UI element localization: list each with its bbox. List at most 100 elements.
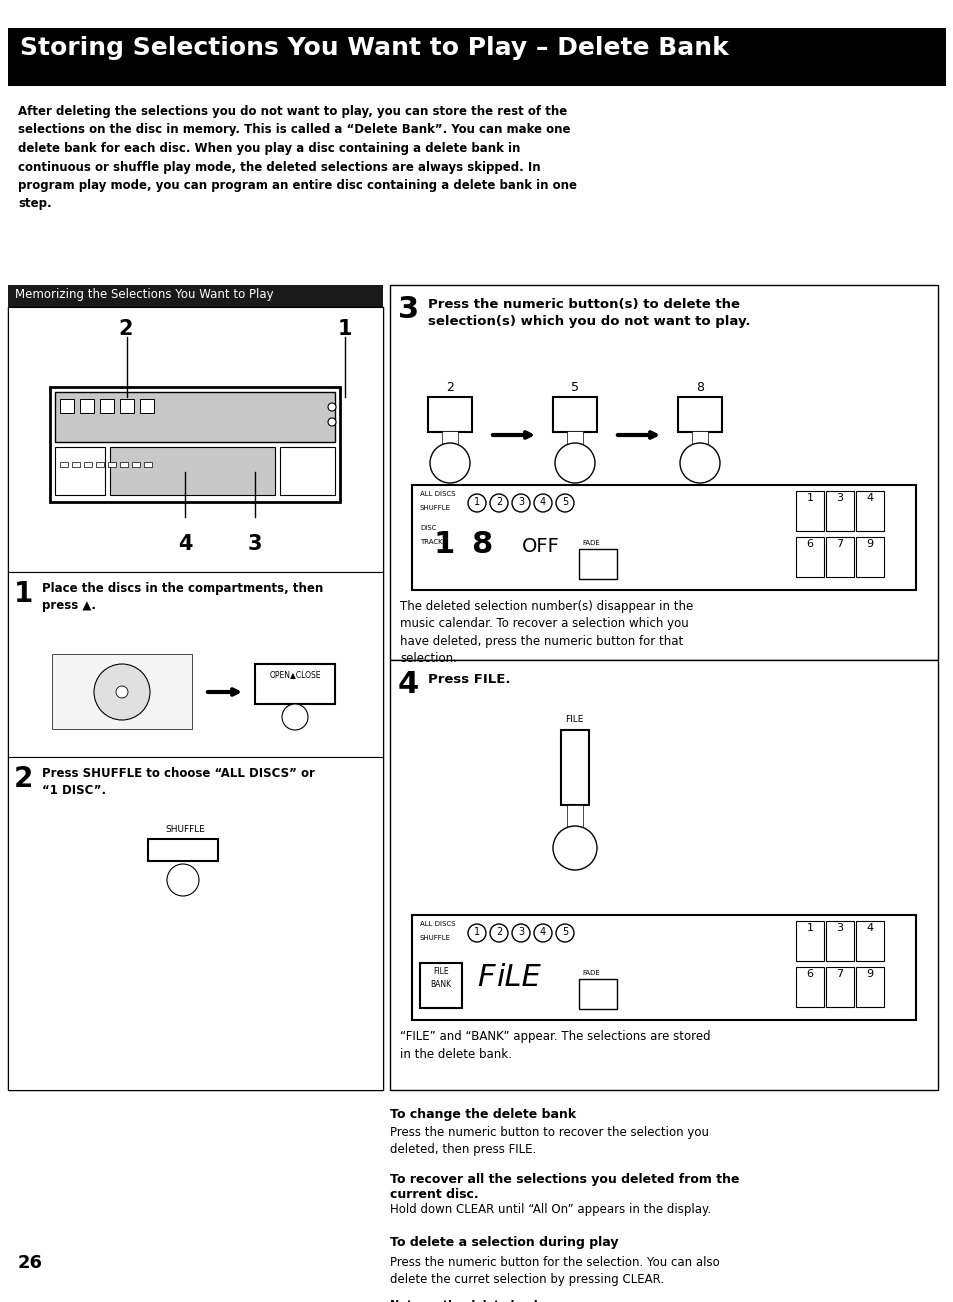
Bar (8, 307, 382, 1090)
Text: TRACK: TRACK (419, 539, 442, 546)
Bar (8, 29, 945, 86)
Text: 4: 4 (865, 493, 873, 503)
Text: 2: 2 (118, 319, 132, 339)
Circle shape (553, 825, 597, 870)
Text: 4: 4 (539, 497, 545, 506)
Circle shape (94, 664, 150, 720)
Bar (855, 536, 883, 577)
Circle shape (512, 924, 530, 943)
Bar (419, 963, 461, 1008)
Circle shape (468, 924, 485, 943)
Text: To recover all the selections you deleted from the
current disc.: To recover all the selections you delete… (390, 1173, 739, 1200)
Text: 8: 8 (471, 530, 492, 559)
Bar (795, 921, 823, 961)
Text: 4: 4 (865, 923, 873, 934)
Bar (148, 838, 218, 861)
Text: 7: 7 (836, 539, 842, 549)
Circle shape (555, 443, 595, 483)
Text: 5: 5 (561, 927, 568, 937)
Text: ALL DISCS: ALL DISCS (419, 491, 455, 497)
Bar (55, 392, 335, 441)
Text: 2: 2 (14, 766, 33, 793)
Text: 2: 2 (496, 497, 501, 506)
Circle shape (534, 924, 552, 943)
Text: Place the discs in the compartments, then
press ▲.: Place the discs in the compartments, the… (42, 582, 323, 612)
Bar (55, 447, 105, 495)
Text: 9: 9 (865, 969, 873, 979)
Text: SHUFFLE: SHUFFLE (419, 935, 451, 941)
Bar (553, 397, 597, 432)
Text: 2: 2 (446, 381, 454, 395)
Bar (108, 462, 116, 467)
Text: 1: 1 (805, 923, 813, 934)
Text: OPEN▲CLOSE: OPEN▲CLOSE (269, 671, 320, 680)
Bar (8, 572, 382, 756)
Text: FADE: FADE (581, 540, 599, 546)
Bar (140, 398, 153, 413)
Text: Press the numeric button to recover the selection you
deleted, then press FILE.: Press the numeric button to recover the … (390, 1126, 708, 1156)
Text: FADE: FADE (581, 970, 599, 976)
Text: Storing Selections You Want to Play – Delete Bank: Storing Selections You Want to Play – De… (20, 36, 728, 60)
Text: SHUFFLE: SHUFFLE (165, 825, 205, 835)
Text: 26: 26 (18, 1254, 43, 1272)
Text: 4: 4 (178, 534, 193, 553)
Circle shape (468, 493, 485, 512)
Bar (441, 431, 457, 466)
Text: 3: 3 (397, 296, 418, 324)
Text: F: F (476, 963, 494, 992)
Bar (566, 431, 582, 466)
Text: FILE: FILE (433, 967, 448, 976)
Circle shape (512, 493, 530, 512)
Bar (795, 967, 823, 1006)
Bar (71, 462, 80, 467)
Text: DISC: DISC (419, 525, 436, 531)
Circle shape (430, 443, 470, 483)
Text: 8: 8 (696, 381, 703, 395)
Bar (120, 398, 133, 413)
Bar (825, 491, 853, 531)
Bar (825, 536, 853, 577)
Text: 1: 1 (337, 319, 352, 339)
Bar (8, 307, 382, 572)
Text: FILE: FILE (564, 715, 583, 724)
Text: The deleted selection number(s) disappear in the
music calendar. To recover a se: The deleted selection number(s) disappea… (399, 600, 693, 665)
Text: 1: 1 (474, 927, 479, 937)
Text: 3: 3 (517, 497, 523, 506)
Bar (144, 462, 152, 467)
Bar (390, 660, 937, 1090)
Circle shape (556, 493, 574, 512)
Text: 9: 9 (865, 539, 873, 549)
Bar (8, 285, 382, 307)
Text: 3: 3 (836, 923, 842, 934)
Text: Note on the delete bank: Note on the delete bank (390, 1299, 540, 1302)
Text: Press the numeric button(s) to delete the
selection(s) which you do not want to : Press the numeric button(s) to delete th… (428, 298, 750, 328)
Text: SHUFFLE: SHUFFLE (419, 505, 451, 510)
Text: iLE: iLE (497, 963, 541, 992)
Text: 4: 4 (397, 671, 418, 699)
Bar (52, 654, 192, 729)
Bar (254, 664, 335, 704)
Text: 1: 1 (14, 579, 33, 608)
Text: 3: 3 (248, 534, 262, 553)
Bar (96, 462, 104, 467)
Bar (855, 491, 883, 531)
Bar (132, 462, 140, 467)
Bar (8, 756, 382, 1090)
Bar (80, 398, 94, 413)
Circle shape (556, 924, 574, 943)
Text: Press FILE.: Press FILE. (428, 673, 510, 686)
Circle shape (167, 865, 199, 896)
Circle shape (490, 924, 507, 943)
Bar (120, 462, 128, 467)
Text: 1: 1 (474, 497, 479, 506)
Bar (566, 805, 582, 835)
Text: To delete a selection during play: To delete a selection during play (390, 1236, 618, 1249)
Bar (560, 730, 588, 805)
Text: 6: 6 (805, 539, 813, 549)
Bar (795, 536, 823, 577)
Text: To change the delete bank: To change the delete bank (390, 1108, 576, 1121)
Bar (50, 387, 339, 503)
Bar (428, 397, 472, 432)
Bar (825, 921, 853, 961)
Bar (691, 431, 707, 466)
